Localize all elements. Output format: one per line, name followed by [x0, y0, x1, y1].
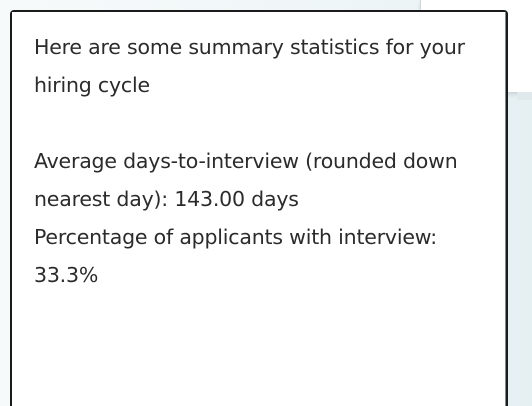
- average-days-line: Average days-to-interview (rounded down: [34, 149, 458, 173]
- intro-line: Here are some summary statistics for you…: [34, 35, 465, 59]
- average-days-line: nearest day): 143.00 days: [34, 187, 299, 211]
- interview-percentage-line: 33.3%: [34, 263, 99, 287]
- output-textbox-inner: Here are some summary statistics for you…: [12, 12, 506, 406]
- summary-statistics-text: Here are some summary statistics for you…: [34, 28, 494, 294]
- interview-percentage-line: Percentage of applicants with interview:: [34, 225, 437, 249]
- output-textbox[interactable]: Here are some summary statistics for you…: [10, 10, 508, 406]
- intro-line: hiring cycle: [34, 73, 150, 97]
- blank-line: [34, 104, 494, 142]
